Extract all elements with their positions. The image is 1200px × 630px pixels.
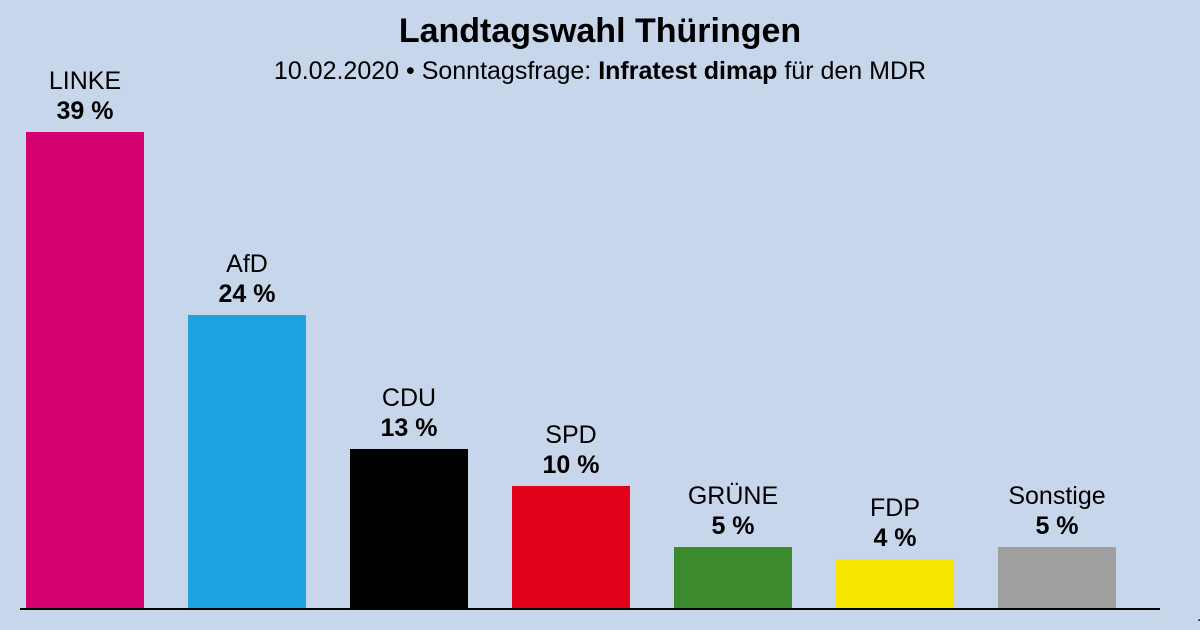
bar-percent-label: 24 % xyxy=(219,279,276,309)
bar-column: GRÜNE5 % xyxy=(674,481,792,608)
chart-header: Landtagswahl Thüringen 10.02.2020 • Sonn… xyxy=(0,12,1200,86)
bar-percent-label: 39 % xyxy=(49,96,121,126)
bar-labels: GRÜNE5 % xyxy=(688,481,778,541)
bar-rect xyxy=(350,449,468,608)
bar-percent-label: 10 % xyxy=(543,450,600,480)
subtitle-bold: Infratest dimap xyxy=(598,57,777,85)
bar-rect xyxy=(26,132,144,608)
subtitle-suffix: für den MDR xyxy=(777,57,926,85)
bar-percent-label: 4 % xyxy=(870,523,920,553)
chart-baseline xyxy=(20,608,1160,610)
bar-percent-label: 5 % xyxy=(1008,511,1105,541)
bar-party-label: Sonstige xyxy=(1008,481,1105,511)
chart-bars-area: LINKE39 %AfD24 %CDU13 %SPD10 %GRÜNE5 %FD… xyxy=(20,108,1160,608)
bar-labels: FDP4 % xyxy=(870,493,920,553)
bar-rect xyxy=(512,486,630,608)
survey-details-note: Telefonische Befragung vom 7.–10.2.2020,… xyxy=(1194,608,1200,630)
bar-party-label: SPD xyxy=(543,420,600,450)
chart-subtitle: 10.02.2020 • Sonntagsfrage: Infratest di… xyxy=(0,57,1200,86)
poll-chart: Landtagswahl Thüringen 10.02.2020 • Sonn… xyxy=(0,0,1200,630)
bar-column: LINKE39 % xyxy=(26,66,144,608)
bar-rect xyxy=(998,547,1116,608)
bar-rect xyxy=(836,559,954,608)
chart-title: Landtagswahl Thüringen xyxy=(0,12,1200,51)
bar-labels: SPD10 % xyxy=(543,420,600,480)
bar-column: SPD10 % xyxy=(512,420,630,608)
bar-party-label: CDU xyxy=(381,383,438,413)
bar-rect xyxy=(188,315,306,608)
bar-column: Sonstige5 % xyxy=(998,481,1116,608)
bar-column: CDU13 % xyxy=(350,383,468,608)
bar-party-label: FDP xyxy=(870,493,920,523)
bar-labels: AfD24 % xyxy=(219,249,276,309)
bar-party-label: AfD xyxy=(219,249,276,279)
bar-column: FDP4 % xyxy=(836,493,954,608)
bar-rect xyxy=(674,547,792,608)
bar-column: AfD24 % xyxy=(188,249,306,608)
subtitle-prefix: 10.02.2020 • Sonntagsfrage: xyxy=(274,57,598,85)
bar-labels: LINKE39 % xyxy=(49,66,121,126)
bar-percent-label: 5 % xyxy=(688,511,778,541)
bar-party-label: GRÜNE xyxy=(688,481,778,511)
bar-labels: Sonstige5 % xyxy=(1008,481,1105,541)
bar-labels: CDU13 % xyxy=(381,383,438,443)
bar-percent-label: 13 % xyxy=(381,413,438,443)
bar-party-label: LINKE xyxy=(49,66,121,96)
